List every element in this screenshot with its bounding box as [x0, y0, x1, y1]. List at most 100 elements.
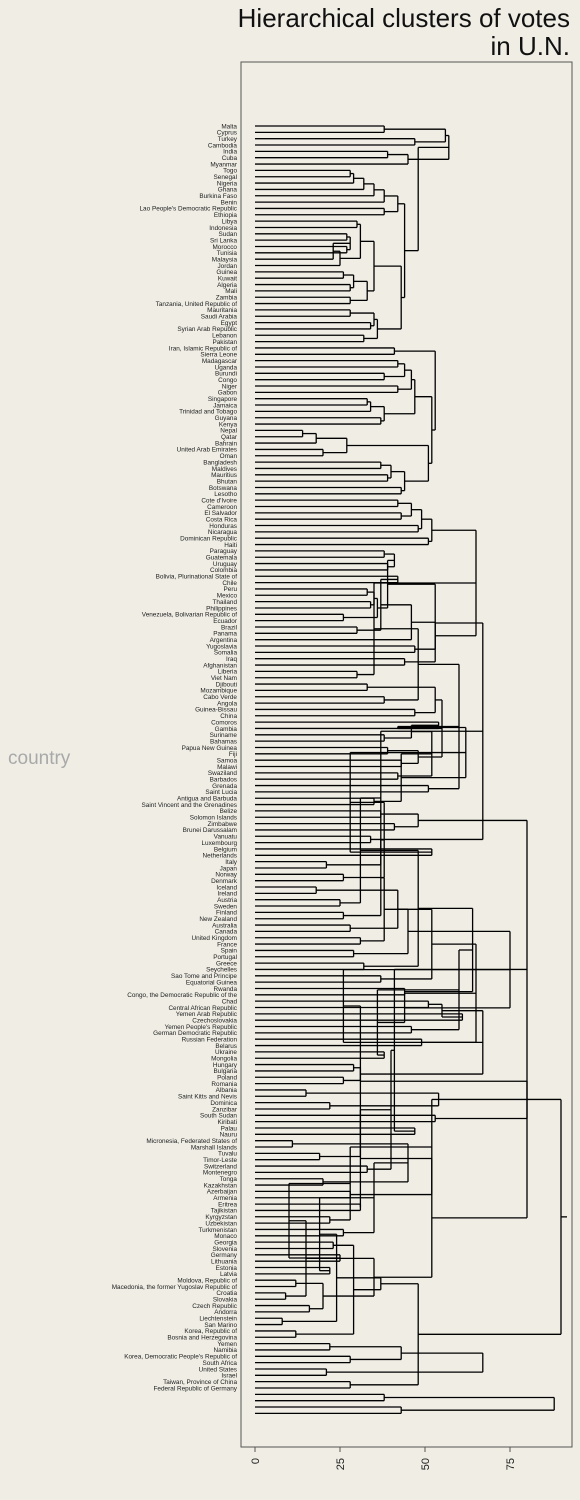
leaf-label: Bangladesh	[203, 459, 237, 466]
leaf-label: Bahamas	[210, 738, 237, 745]
leaf-label: Burkina Faso	[199, 193, 237, 200]
leaf-label: Kiribati	[217, 1119, 237, 1126]
leaf-label: Qatar	[221, 434, 238, 441]
leaf-label: Saint Vincent and the Grenadines	[142, 802, 237, 809]
leaf-label: Ethiopia	[214, 212, 238, 219]
leaf-label: Guyana	[215, 415, 238, 422]
leaf-label: Angola	[217, 700, 237, 707]
leaf-label: Colombia	[210, 567, 237, 574]
leaf-label: Rwanda	[214, 986, 238, 993]
leaf-label: United Arab Emirates	[177, 447, 237, 454]
leaf-label: Samoa	[217, 757, 238, 764]
leaf-label: El Salvador	[204, 510, 238, 517]
leaf-label: Turkey	[218, 136, 238, 143]
leaf-label: Dominican Republic	[180, 536, 238, 543]
leaf-label: Slovakia	[213, 1297, 238, 1304]
leaf-label: Palau	[221, 1125, 238, 1132]
y-axis-label: country	[8, 748, 71, 769]
leaf-label: Malawi	[217, 764, 237, 771]
leaf-label: Togo	[223, 168, 237, 175]
leaf-label: Italy	[225, 859, 238, 866]
leaf-label: Bahrain	[215, 440, 237, 447]
leaf-label: German Democratic Republic	[153, 1030, 238, 1037]
x-tick-label: 0	[250, 1458, 262, 1464]
leaf-label: Viet Nam	[211, 675, 237, 682]
leaf-label: United States	[199, 1366, 237, 1373]
leaf-label: Paraguay	[210, 548, 238, 555]
leaf-label: Armenia	[213, 1195, 237, 1202]
leaf-label: Ukraine	[215, 1049, 237, 1056]
leaf-label: Czech Republic	[192, 1303, 238, 1310]
leaf-label: Peru	[224, 586, 238, 593]
leaf-label: Georgia	[214, 1239, 237, 1246]
leaf-label: Iceland	[216, 884, 237, 891]
leaf-label: Iran, Islamic Republic of	[169, 345, 237, 352]
leaf-label: Chad	[222, 998, 238, 1005]
leaf-label: Senegal	[214, 174, 237, 181]
leaf-label: South Africa	[203, 1360, 238, 1367]
leaf-label: Oman	[220, 453, 238, 460]
leaf-label: Tunisia	[217, 250, 238, 257]
leaf-label: Nauru	[220, 1132, 238, 1139]
leaf-label: Albania	[216, 1087, 238, 1094]
leaf-label: Sudan	[219, 231, 238, 238]
leaf-label: Sierra Leone	[200, 352, 237, 359]
leaf-label: Switzerland	[204, 1163, 237, 1170]
leaf-label: Brazil	[221, 624, 237, 631]
leaf-label: Japan	[220, 865, 238, 872]
leaf-label: Cyprus	[217, 130, 237, 137]
leaf-label: Guinea-Bissau	[195, 707, 237, 714]
leaf-label: Equatorial Guinea	[186, 979, 238, 986]
leaf-label: Hungary	[213, 1062, 238, 1069]
leaf-label: Haiti	[224, 542, 237, 549]
leaf-label: Trinidad and Tobago	[179, 409, 237, 416]
leaf-label: Algeria	[217, 282, 237, 289]
leaf-label: Namibia	[214, 1347, 238, 1354]
leaf-label: Latvia	[220, 1271, 237, 1278]
leaf-label: Bosnia and Herzegovina	[167, 1335, 237, 1342]
leaf-label: France	[217, 941, 237, 948]
leaf-label: Monaco	[214, 1233, 237, 1240]
leaf-label: Panama	[213, 631, 237, 638]
leaf-label: Liberia	[218, 669, 238, 676]
leaf-label: Eritrea	[218, 1201, 237, 1208]
leaf-label: Mexico	[217, 593, 238, 600]
leaf-label: Uruguay	[213, 561, 238, 568]
leaf-label: Swaziland	[208, 770, 238, 777]
leaf-label: Afghanistan	[203, 662, 237, 669]
leaf-label: Ireland	[217, 891, 237, 898]
leaf-label: Sweden	[214, 903, 238, 910]
leaf-label: Tanzania, United Republic of	[156, 301, 238, 308]
leaf-label: Brunei Darussalam	[183, 827, 237, 834]
leaf-label: Bhutan	[217, 478, 238, 485]
leaf-label: Cuba	[222, 155, 238, 162]
leaf-label: Gambia	[215, 726, 238, 733]
leaf-label: Congo, the Democratic Republic of the	[127, 992, 237, 999]
leaf-label: Fiji	[229, 751, 237, 758]
leaf-label: Cambodia	[208, 142, 238, 149]
leaf-label: Argentina	[210, 637, 238, 644]
leaf-label: Uzbekistan	[205, 1220, 237, 1227]
leaf-label: Korea, Democratic People's Republic of	[124, 1354, 237, 1361]
leaf-label: Malta	[221, 123, 237, 130]
leaf-label: Cote d'Ivoire	[201, 497, 237, 504]
leaf-label: China	[220, 713, 237, 720]
leaf-label: Ecuador	[213, 618, 238, 625]
leaf-label: South Sudan	[200, 1113, 237, 1120]
leaf-label: Guatemala	[206, 555, 238, 562]
x-axis: 0 25 50 75	[250, 1447, 517, 1470]
leaf-label: Taiwan, Province of China	[163, 1379, 237, 1386]
leaf-label: Sri Lanka	[210, 237, 237, 244]
leaf-label: Kazakhstan	[204, 1182, 238, 1189]
leaf-label: Cameroon	[207, 504, 237, 511]
leaf-label: Antigua and Barbuda	[177, 796, 237, 803]
leaf-label: Pakistan	[212, 339, 237, 346]
leaf-label: Benin	[221, 199, 238, 206]
leaf-label: Poland	[217, 1075, 237, 1082]
leaf-label: Lesotho	[214, 491, 237, 498]
leaf-label: Yemen People's Republic	[165, 1024, 238, 1031]
leaf-label: Nicaragua	[208, 529, 238, 536]
x-tick-label: 25	[335, 1458, 347, 1470]
leaf-label: Yugoslavia	[206, 643, 237, 650]
